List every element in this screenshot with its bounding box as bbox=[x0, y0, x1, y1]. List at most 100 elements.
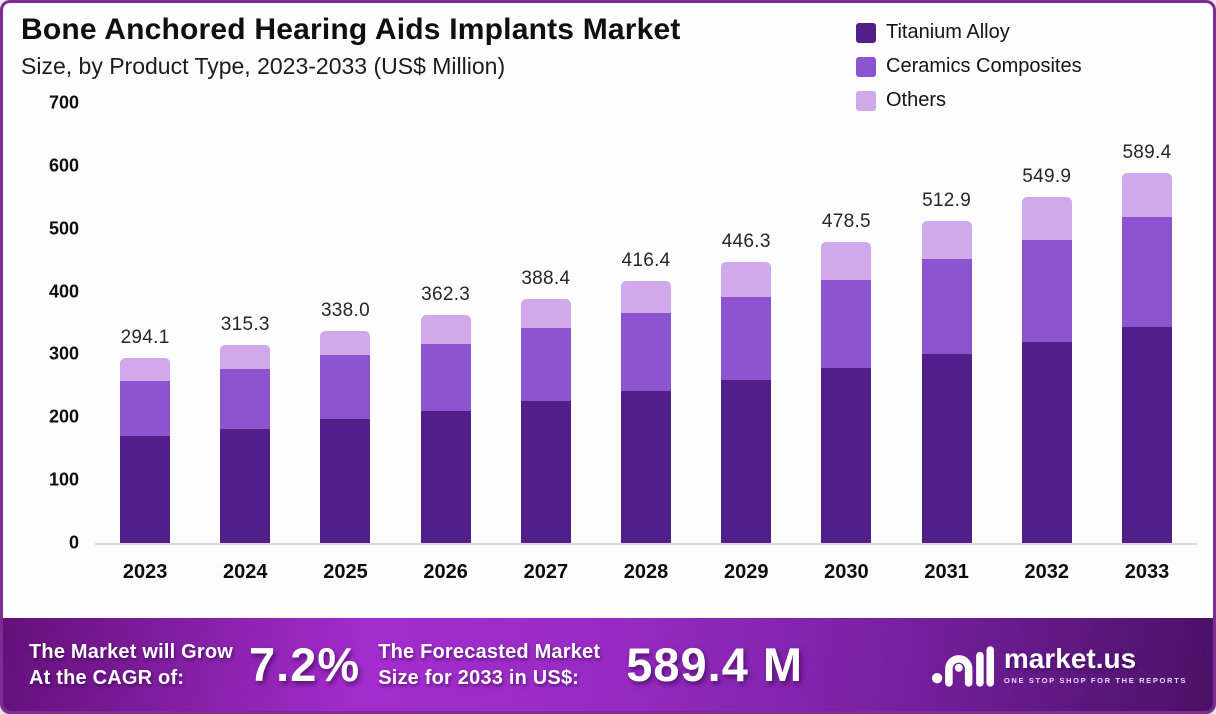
bar-segment-ceramics-composites bbox=[1121, 216, 1172, 327]
x-axis-label: 2031 bbox=[924, 561, 969, 583]
bar-column: 589.4 bbox=[1097, 142, 1197, 543]
bar-column: 549.9 bbox=[997, 166, 1097, 543]
legend-item-titanium-alloy: Titanium Alloy bbox=[856, 21, 1082, 44]
brand-name: market.us bbox=[1003, 642, 1137, 674]
stacked-bar bbox=[520, 298, 571, 543]
legend-swatch-others-icon bbox=[856, 90, 876, 111]
bar-segment-ceramics-composites bbox=[120, 381, 171, 437]
marketus-logo-icon bbox=[931, 645, 994, 687]
bar-segment-ceramics-composites bbox=[520, 328, 571, 401]
bar-segment-titanium-alloy bbox=[1021, 341, 1072, 543]
bar-segment-titanium-alloy bbox=[621, 390, 672, 543]
bar-total-label: 416.4 bbox=[621, 250, 671, 272]
bar-column: 478.5 bbox=[796, 211, 896, 543]
legend-item-ceramics-composites: Ceramics Composites bbox=[856, 55, 1082, 78]
stacked-bar bbox=[721, 262, 772, 543]
plot-area: 294.1 315.3 338.0 362.3 388.4 416.4 446.3 478.5… bbox=[95, 103, 1197, 545]
bar-segment-others bbox=[520, 298, 571, 329]
bar-segment-ceramics-composites bbox=[320, 354, 371, 420]
bar-segment-others bbox=[1021, 197, 1072, 241]
stacked-bar bbox=[320, 330, 371, 543]
stacked-bar bbox=[921, 220, 972, 543]
bar-total-label: 315.3 bbox=[220, 313, 270, 335]
chart-title: Bone Anchored Hearing Aids Implants Mark… bbox=[21, 13, 681, 46]
x-axis-label: 2030 bbox=[824, 561, 869, 583]
bar-segment-ceramics-composites bbox=[721, 297, 772, 381]
bar-total-label: 589.4 bbox=[1122, 141, 1172, 163]
bar-total-label: 388.4 bbox=[521, 267, 571, 289]
bar-column: 338.0 bbox=[295, 300, 395, 543]
brand-tagline: ONE STOP SHOP FOR THE REPORTS bbox=[1003, 675, 1187, 685]
bar-total-label: 338.0 bbox=[320, 299, 370, 321]
bar-total-label: 549.9 bbox=[1022, 166, 1072, 188]
bar-column: 446.3 bbox=[696, 231, 796, 543]
brand-text: market.us ONE STOP SHOP FOR THE REPORTS bbox=[1003, 642, 1187, 685]
legend-label: Others bbox=[886, 89, 947, 111]
stacked-bar bbox=[220, 344, 271, 543]
bar-segment-titanium-alloy bbox=[420, 411, 471, 543]
bar-total-label: 478.5 bbox=[821, 211, 871, 233]
x-axis-label: 2032 bbox=[1024, 561, 1070, 583]
bar-segment-ceramics-composites bbox=[1021, 240, 1072, 342]
chart-subtitle: Size, by Product Type, 2023-2033 (US$ Mi… bbox=[21, 53, 506, 79]
bar-column: 416.4 bbox=[596, 250, 696, 543]
stacked-bar bbox=[821, 242, 872, 543]
bar-segment-titanium-alloy bbox=[1121, 326, 1172, 543]
bar-total-label: 512.9 bbox=[922, 189, 972, 211]
bar-segment-others bbox=[220, 344, 271, 369]
bar-segment-titanium-alloy bbox=[520, 400, 571, 543]
x-axis-label: 2033 bbox=[1124, 561, 1170, 583]
stacked-bar bbox=[1121, 172, 1172, 543]
x-axis-label: 2028 bbox=[623, 561, 669, 583]
bar-segment-titanium-alloy bbox=[821, 367, 872, 543]
x-axis-label: 2025 bbox=[323, 561, 368, 583]
x-axis-label: 2023 bbox=[122, 561, 168, 583]
legend-label: Titanium Alloy bbox=[886, 21, 1010, 43]
legend-swatch-titanium-alloy-icon bbox=[856, 22, 876, 43]
y-tick-label: 300 bbox=[48, 343, 79, 364]
bar-column: 362.3 bbox=[396, 284, 496, 543]
bar-column: 512.9 bbox=[897, 190, 997, 543]
bar-column: 315.3 bbox=[195, 314, 295, 543]
cagr-value: 7.2% bbox=[249, 638, 361, 691]
bar-column: 294.1 bbox=[95, 327, 195, 543]
bar-segment-titanium-alloy bbox=[320, 419, 371, 543]
legend: Titanium Alloy Ceramics Composites Other… bbox=[856, 21, 1082, 112]
bar-segment-others bbox=[120, 358, 171, 382]
stacked-bar bbox=[1021, 197, 1072, 543]
bar-segment-ceramics-composites bbox=[821, 279, 872, 368]
legend-item-others: Others bbox=[856, 89, 1082, 112]
cagr-text: The Market will Grow At the CAGR of: bbox=[29, 639, 233, 691]
stacked-bar bbox=[420, 315, 471, 543]
y-axis: 0 100 200 300 400 500 600 700 bbox=[25, 93, 95, 553]
bar-total-label: 294.1 bbox=[120, 327, 170, 349]
bar-segment-titanium-alloy bbox=[120, 436, 171, 543]
chart-area: 0 100 200 300 400 500 600 700 294.1 315.3 338.0 36… bbox=[25, 93, 1197, 553]
bar-segment-others bbox=[621, 281, 672, 314]
bar-segment-titanium-alloy bbox=[721, 380, 772, 543]
forecast-value: 589.4 M bbox=[626, 638, 804, 691]
bar-segment-titanium-alloy bbox=[921, 354, 972, 543]
x-axis-label: 2024 bbox=[223, 561, 268, 583]
x-axis-label: 2027 bbox=[523, 561, 569, 583]
legend-label: Ceramics Composites bbox=[886, 55, 1082, 77]
stacked-bar bbox=[621, 281, 672, 543]
y-tick-label: 600 bbox=[48, 155, 79, 176]
cagr-line2: At the CAGR of: bbox=[29, 666, 185, 689]
bar-segment-ceramics-composites bbox=[921, 258, 972, 355]
bar-total-label: 446.3 bbox=[721, 231, 771, 253]
y-tick-label: 500 bbox=[48, 218, 79, 239]
y-tick-label: 200 bbox=[48, 406, 79, 427]
footer-banner: The Market will Grow At the CAGR of: 7.2… bbox=[3, 618, 1213, 711]
stacked-bar bbox=[120, 358, 171, 543]
x-axis-label: 2026 bbox=[423, 561, 468, 583]
bar-segment-others bbox=[721, 262, 772, 298]
forecast-line1: The Forecasted Market bbox=[378, 640, 601, 663]
bar-segment-others bbox=[921, 220, 972, 259]
bar-segment-ceramics-composites bbox=[220, 368, 271, 429]
chart-header: Bone Anchored Hearing Aids Implants Mark… bbox=[21, 13, 681, 80]
bar-column: 388.4 bbox=[496, 268, 596, 543]
y-tick-label: 100 bbox=[48, 469, 79, 490]
cagr-line1: The Market will Grow bbox=[29, 640, 234, 663]
bar-segment-others bbox=[1121, 172, 1172, 217]
